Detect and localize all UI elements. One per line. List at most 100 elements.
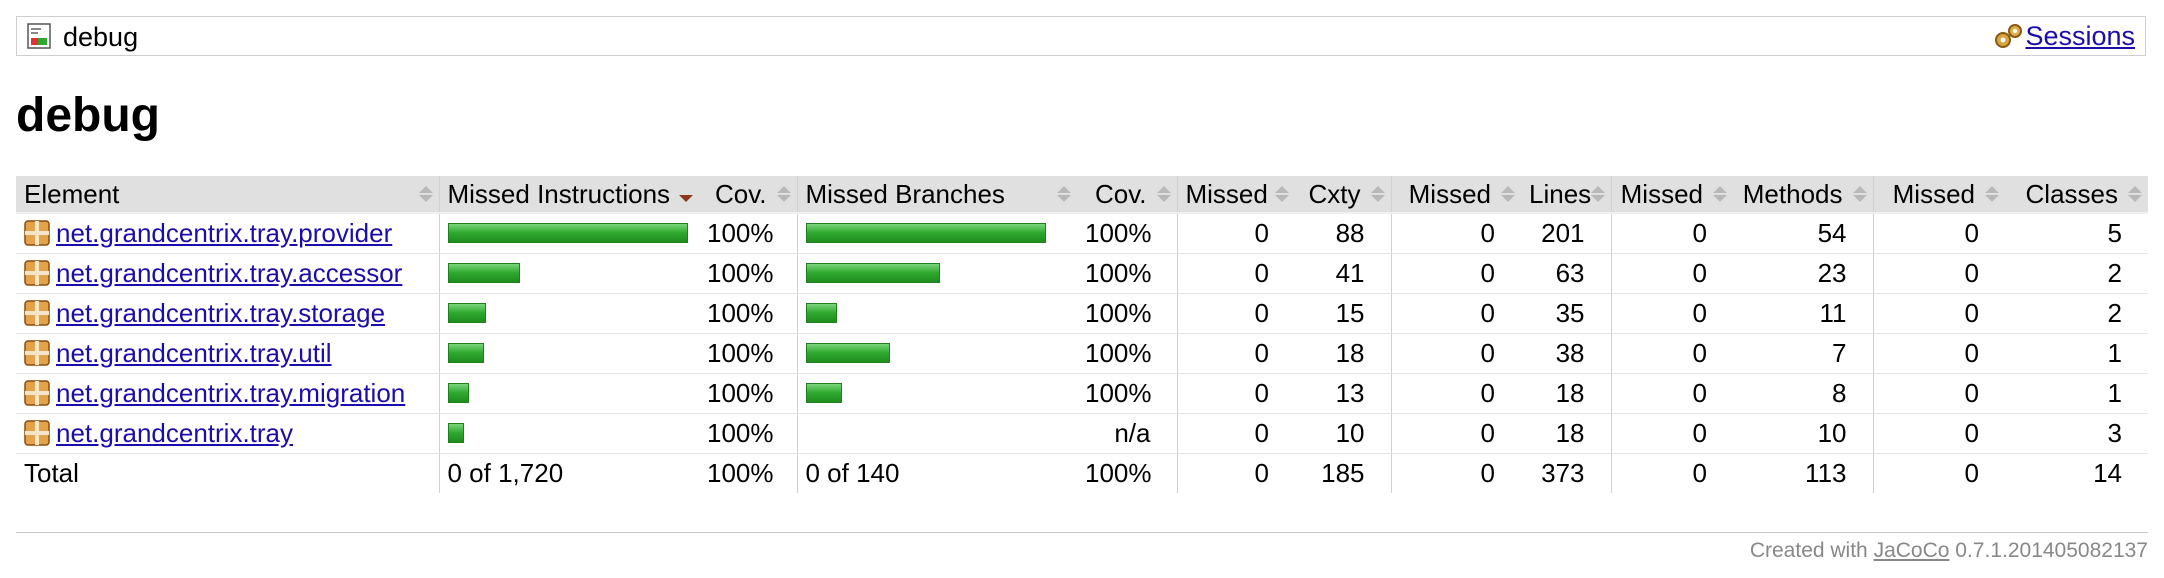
package-link[interactable]: net.grandcentrix.tray.util — [56, 337, 332, 368]
lines: 63 — [1521, 253, 1611, 294]
missed-lines: 0 — [1390, 333, 1521, 374]
missed-lines: 0 — [1390, 213, 1521, 254]
missed-cxty: 0 — [1176, 373, 1295, 414]
missed-branches-cell — [796, 213, 1077, 254]
column-header-missed-instructions[interactable]: Missed Instructions — [438, 176, 699, 214]
cxty: 41 — [1295, 253, 1391, 294]
branch-coverage: 100% — [1077, 293, 1177, 334]
column-header-methods[interactable]: Methods — [1733, 176, 1873, 214]
total-cxty: 185 — [1321, 457, 1365, 488]
coverage-table: Element Missed Instructions Cov. Missed … — [16, 176, 2148, 493]
header-label: Missed — [1185, 178, 1268, 209]
element-cell: net.grandcentrix.tray.util — [16, 333, 439, 374]
header-label: Cov. — [1094, 178, 1147, 209]
missed-classes: 0 — [1872, 373, 2005, 414]
sort-icon — [776, 186, 791, 204]
package-link[interactable]: net.grandcentrix.tray.storage — [56, 297, 386, 328]
total-missed-classes: 0 — [1872, 453, 2005, 493]
branch-bar-track — [805, 221, 1046, 245]
element-cell: net.grandcentrix.tray.accessor — [16, 253, 439, 294]
missed-branches-cell — [796, 293, 1077, 334]
instruction-coverage-bar — [447, 343, 484, 363]
sort-icon — [1852, 186, 1867, 204]
branch-bar-track — [805, 301, 1046, 325]
package-link[interactable]: net.grandcentrix.tray.migration — [56, 377, 406, 408]
missed-classes: 0 — [1872, 333, 2005, 374]
total-classes: 14 — [2093, 457, 2122, 488]
element-cell: net.grandcentrix.tray.provider — [16, 213, 439, 254]
missed-lines: 0 — [1390, 253, 1521, 294]
jacoco-link[interactable]: JaCoCo — [1873, 539, 1950, 562]
sort-icon — [1590, 186, 1605, 204]
header-label: Element — [24, 178, 120, 209]
instruction-coverage: 100% — [699, 333, 797, 374]
sessions-link[interactable]: Sessions — [2025, 21, 2135, 51]
total-lines: 373 — [1541, 457, 1585, 488]
sort-icon — [1057, 186, 1071, 204]
instruction-bar-track — [447, 301, 688, 325]
total-instruction-coverage: 100% — [707, 457, 774, 488]
branch-bar-track — [805, 261, 1046, 285]
column-header-missed-classes[interactable]: Missed — [1872, 176, 2005, 214]
branch-bar-track — [805, 381, 1046, 405]
total-missed-methods: 0 — [1610, 453, 1733, 493]
total-missed-instructions: 0 of 1,720 — [438, 453, 699, 493]
lines: 38 — [1521, 333, 1611, 374]
sort-icon — [1370, 186, 1385, 204]
branch-bar-track — [806, 421, 1046, 445]
header-label: Methods — [1742, 178, 1843, 209]
column-header-instruction-coverage[interactable]: Cov. — [699, 176, 797, 214]
missed-branches-cell — [796, 373, 1077, 414]
lines: 35 — [1521, 293, 1611, 334]
header-label: Cov. — [714, 178, 767, 209]
missed-methods: 0 — [1610, 253, 1733, 294]
column-header-missed-branches[interactable]: Missed Branches — [796, 176, 1077, 214]
column-header-branch-coverage[interactable]: Cov. — [1077, 176, 1177, 214]
missed-cxty: 0 — [1176, 293, 1295, 334]
package-link[interactable]: net.grandcentrix.tray.accessor — [56, 257, 403, 288]
header-label: Cxty — [1308, 178, 1361, 209]
table-row: net.grandcentrix.tray.migration 100% 100% 0… — [16, 373, 2148, 414]
breadcrumb: debug Sessions — [16, 16, 2146, 56]
total-branch-coverage: 100% — [1085, 457, 1152, 488]
package-icon — [24, 339, 50, 366]
instruction-coverage: 100% — [699, 293, 797, 334]
instruction-bar-track — [447, 341, 688, 365]
missed-methods: 0 — [1610, 373, 1733, 414]
missed-instructions-cell — [438, 293, 699, 334]
column-header-missed-methods[interactable]: Missed — [1610, 176, 1733, 214]
sessions-icon[interactable] — [1993, 22, 2025, 50]
branch-coverage: 100% — [1077, 373, 1177, 414]
methods: 54 — [1733, 213, 1873, 254]
column-header-cxty[interactable]: Cxty — [1295, 176, 1391, 214]
instruction-coverage: 100% — [699, 253, 797, 294]
branch-coverage: 100% — [1077, 213, 1177, 254]
report-icon — [27, 23, 51, 49]
instruction-bar-track — [447, 221, 688, 245]
column-header-missed-cxty[interactable]: Missed — [1176, 176, 1295, 214]
package-link[interactable]: net.grandcentrix.tray.provider — [56, 217, 393, 248]
column-header-missed-lines[interactable]: Missed — [1390, 176, 1521, 214]
package-link[interactable]: net.grandcentrix.tray — [56, 417, 294, 448]
branch-coverage-bar — [805, 343, 890, 363]
column-header-classes[interactable]: Classes — [2005, 176, 2148, 214]
missed-cxty: 0 — [1176, 413, 1295, 454]
table-row: net.grandcentrix.tray 100% n/a 0 10 0 18 0 10 0 3 — [16, 413, 2148, 454]
instruction-bar-track — [447, 261, 688, 285]
instruction-coverage: 100% — [699, 373, 797, 414]
total-missed-cxty: 0 — [1176, 453, 1295, 493]
branch-coverage-bar — [805, 263, 940, 283]
table-row: net.grandcentrix.tray.storage 100% 100% 0 15… — [16, 293, 2148, 334]
branch-coverage-bar — [805, 383, 842, 403]
header-label: Missed — [1620, 178, 1703, 209]
cxty: 88 — [1295, 213, 1391, 254]
instruction-bar-track — [447, 381, 688, 405]
table-row: net.grandcentrix.tray.accessor 100% 100% 0 4… — [16, 253, 2148, 294]
missed-cxty: 0 — [1176, 253, 1295, 294]
column-header-element[interactable]: Element — [16, 176, 439, 214]
instruction-coverage-bar — [447, 383, 470, 403]
methods: 10 — [1733, 413, 1873, 454]
missed-branches-cell — [796, 253, 1077, 294]
column-header-lines[interactable]: Lines — [1521, 176, 1611, 214]
missed-lines: 0 — [1390, 373, 1521, 414]
